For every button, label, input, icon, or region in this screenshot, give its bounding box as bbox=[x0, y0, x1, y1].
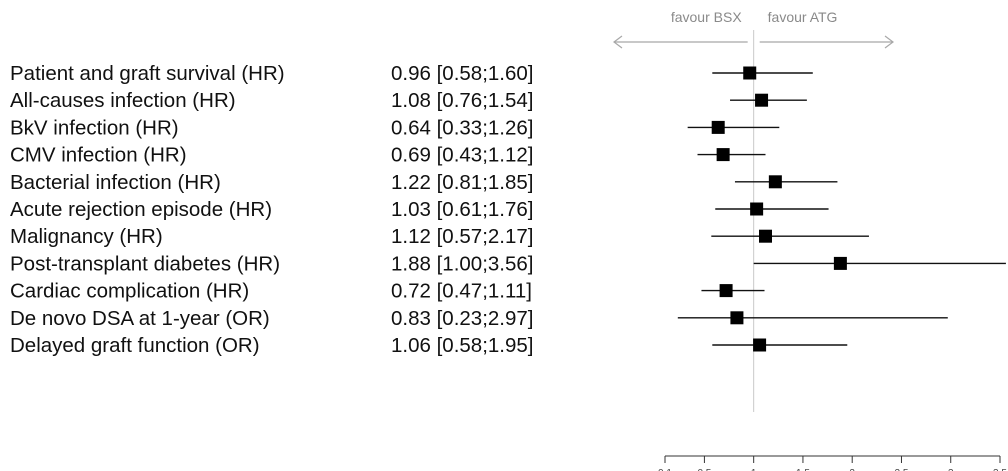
estimate-marker bbox=[759, 229, 772, 243]
forest-row: Bacterial infection (HR) 1.22 [0.81;1.85] bbox=[10, 171, 838, 194]
row-label: Delayed graft function (OR) bbox=[10, 334, 260, 357]
forest-rows: Patient and graft survival (HR) 0.96 [0.5… bbox=[10, 62, 1006, 357]
row-estimate-ci: 1.06 [0.58;1.95] bbox=[391, 334, 533, 357]
x-tick-label: 1 bbox=[751, 468, 757, 471]
row-label: Cardiac complication (HR) bbox=[10, 280, 249, 303]
favour-right-arrowhead bbox=[884, 35, 894, 49]
row-estimate-ci: 0.96 [0.58;1.60] bbox=[391, 62, 533, 85]
row-label: Post-transplant diabetes (HR) bbox=[10, 252, 280, 275]
forest-row: De novo DSA at 1-year (OR) 0.83 [0.23;2.9… bbox=[10, 307, 948, 330]
row-label: Bacterial infection (HR) bbox=[10, 171, 221, 194]
x-tick-label: 2.5 bbox=[895, 468, 909, 471]
row-label: Malignancy (HR) bbox=[10, 225, 163, 248]
forest-row: All-causes infection (HR) 1.08 [0.76;1.54… bbox=[10, 89, 807, 112]
row-label: BkV infection (HR) bbox=[10, 116, 179, 139]
estimate-marker bbox=[711, 120, 725, 134]
x-tick-label: 1.5 bbox=[796, 468, 810, 471]
row-label: Patient and graft survival (HR) bbox=[10, 62, 285, 85]
row-estimate-ci: 0.69 [0.43;1.12] bbox=[391, 144, 533, 167]
row-estimate-ci: 0.83 [0.23;2.97] bbox=[391, 307, 533, 330]
x-tick-label: 3 bbox=[948, 468, 954, 471]
forest-row: Delayed graft function (OR) 1.06 [0.58;1.… bbox=[10, 334, 848, 357]
row-estimate-ci: 1.22 [0.81;1.85] bbox=[391, 171, 533, 194]
row-label: Acute rejection episode (HR) bbox=[10, 198, 272, 221]
favour-annotation: favour BSX favour ATG bbox=[613, 9, 894, 49]
row-label: De novo DSA at 1-year (OR) bbox=[10, 307, 270, 330]
row-estimate-ci: 1.08 [0.76;1.54] bbox=[391, 89, 533, 112]
favour-left-label: favour BSX bbox=[671, 9, 742, 25]
x-tick-label: 0.1 bbox=[658, 468, 672, 471]
x-axis: 0.1 0.5 1 1.5 2 2.5 3 3.5 bbox=[658, 455, 1007, 471]
estimate-marker bbox=[730, 311, 744, 325]
row-estimate-ci: 1.88 [1.00;3.56] bbox=[391, 252, 533, 275]
forest-row: Malignancy (HR) 1.12 [0.57;2.17] bbox=[10, 225, 869, 248]
x-tick-label: 3.5 bbox=[993, 468, 1007, 471]
forest-row: Patient and graft survival (HR) 0.96 [0.5… bbox=[10, 62, 813, 85]
forest-row: BkV infection (HR) 0.64 [0.33;1.26] bbox=[10, 116, 780, 139]
forest-row: Cardiac complication (HR) 0.72 [0.47;1.11… bbox=[10, 280, 765, 303]
estimate-marker bbox=[768, 175, 782, 189]
estimate-marker bbox=[743, 66, 757, 80]
row-estimate-ci: 0.64 [0.33;1.26] bbox=[391, 116, 533, 139]
favour-left-arrowhead bbox=[613, 35, 623, 49]
row-estimate-ci: 1.12 [0.57;2.17] bbox=[391, 225, 533, 248]
forest-row: CMV infection (HR) 0.69 [0.43;1.12] bbox=[10, 144, 766, 167]
row-label: All-causes infection (HR) bbox=[10, 89, 236, 112]
estimate-marker bbox=[719, 284, 733, 298]
estimate-marker bbox=[750, 202, 764, 216]
row-estimate-ci: 0.72 [0.47;1.11] bbox=[391, 280, 532, 303]
estimate-marker bbox=[716, 148, 730, 162]
x-tick-label: 0.5 bbox=[697, 468, 711, 471]
row-estimate-ci: 1.03 [0.61;1.76] bbox=[391, 198, 533, 221]
favour-right-label: favour ATG bbox=[768, 9, 838, 25]
estimate-marker bbox=[833, 256, 847, 270]
forest-row: Post-transplant diabetes (HR) 1.88 [1.00;… bbox=[10, 252, 1006, 275]
forest-row: Acute rejection episode (HR) 1.03 [0.61;1… bbox=[10, 198, 829, 221]
estimate-marker bbox=[755, 93, 769, 107]
x-tick-label: 2 bbox=[849, 468, 855, 471]
estimate-marker bbox=[753, 338, 767, 352]
row-label: CMV infection (HR) bbox=[10, 144, 187, 167]
